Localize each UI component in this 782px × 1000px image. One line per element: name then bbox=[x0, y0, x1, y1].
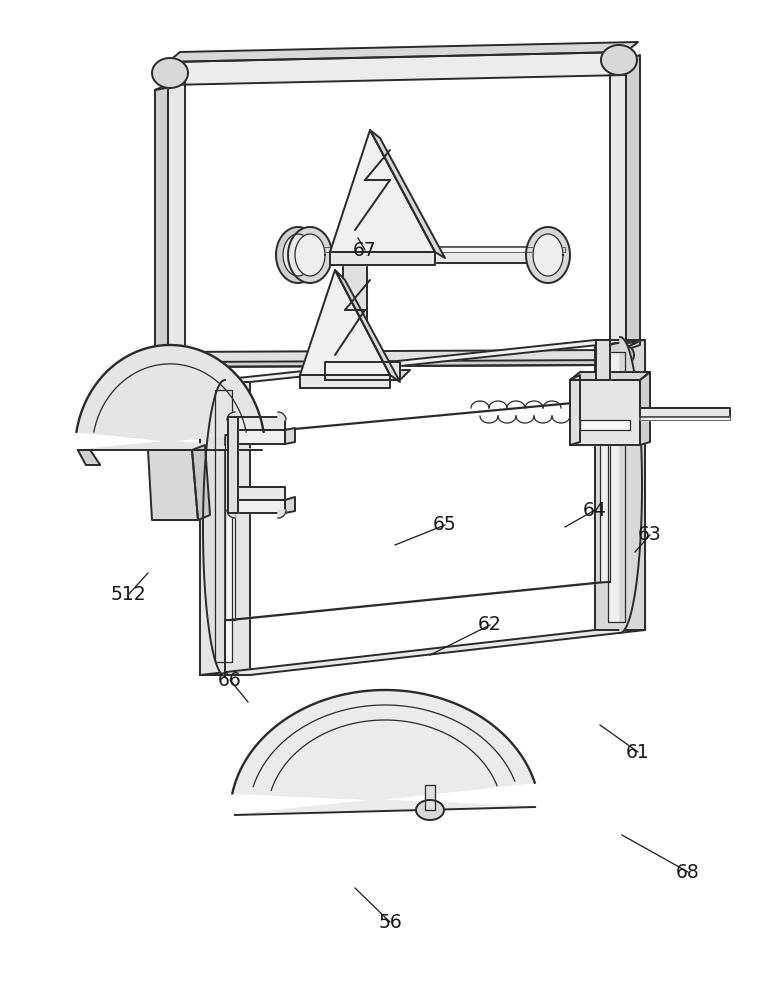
Polygon shape bbox=[225, 400, 610, 435]
Polygon shape bbox=[168, 42, 638, 62]
Polygon shape bbox=[152, 58, 188, 88]
Polygon shape bbox=[570, 380, 640, 445]
Polygon shape bbox=[232, 690, 536, 815]
Polygon shape bbox=[610, 60, 626, 352]
Polygon shape bbox=[225, 435, 235, 620]
Polygon shape bbox=[228, 417, 285, 430]
Polygon shape bbox=[640, 408, 730, 417]
Polygon shape bbox=[335, 270, 400, 382]
Polygon shape bbox=[295, 247, 565, 263]
Polygon shape bbox=[285, 497, 295, 513]
Polygon shape bbox=[168, 360, 622, 367]
Polygon shape bbox=[604, 343, 634, 367]
Text: 512: 512 bbox=[110, 585, 145, 604]
Polygon shape bbox=[168, 350, 610, 367]
Polygon shape bbox=[148, 450, 198, 520]
Polygon shape bbox=[227, 412, 235, 420]
Polygon shape bbox=[288, 227, 332, 283]
Polygon shape bbox=[596, 340, 610, 380]
Text: 64: 64 bbox=[583, 500, 607, 520]
Text: 67: 67 bbox=[353, 240, 377, 259]
Polygon shape bbox=[155, 348, 185, 372]
Polygon shape bbox=[283, 234, 313, 276]
Polygon shape bbox=[228, 487, 285, 500]
Polygon shape bbox=[200, 630, 645, 675]
Polygon shape bbox=[533, 234, 563, 276]
Polygon shape bbox=[77, 345, 264, 450]
Polygon shape bbox=[192, 445, 210, 520]
Polygon shape bbox=[570, 372, 650, 380]
Polygon shape bbox=[600, 400, 610, 582]
Polygon shape bbox=[228, 430, 285, 444]
Polygon shape bbox=[570, 375, 580, 445]
Polygon shape bbox=[155, 82, 185, 90]
Polygon shape bbox=[330, 130, 435, 252]
Polygon shape bbox=[640, 417, 730, 420]
Polygon shape bbox=[227, 510, 235, 518]
Polygon shape bbox=[325, 352, 335, 380]
Polygon shape bbox=[343, 265, 367, 352]
Polygon shape bbox=[300, 270, 390, 375]
Polygon shape bbox=[608, 352, 625, 622]
Text: 62: 62 bbox=[478, 615, 502, 635]
Text: 56: 56 bbox=[378, 912, 402, 932]
Polygon shape bbox=[215, 390, 232, 662]
Polygon shape bbox=[200, 340, 645, 382]
Polygon shape bbox=[168, 82, 185, 355]
Polygon shape bbox=[300, 375, 390, 388]
Polygon shape bbox=[325, 370, 410, 380]
Polygon shape bbox=[605, 342, 638, 350]
Polygon shape bbox=[203, 380, 225, 676]
Polygon shape bbox=[526, 227, 570, 283]
Polygon shape bbox=[278, 510, 286, 518]
Polygon shape bbox=[285, 428, 295, 444]
Text: 63: 63 bbox=[638, 526, 662, 544]
Polygon shape bbox=[228, 500, 285, 513]
Polygon shape bbox=[416, 800, 444, 820]
Polygon shape bbox=[276, 227, 320, 283]
Text: 66: 66 bbox=[218, 670, 242, 690]
Polygon shape bbox=[325, 362, 400, 380]
Polygon shape bbox=[225, 582, 610, 620]
Polygon shape bbox=[155, 85, 168, 360]
Polygon shape bbox=[626, 55, 640, 350]
Polygon shape bbox=[330, 252, 435, 265]
Polygon shape bbox=[228, 417, 238, 513]
Polygon shape bbox=[168, 52, 626, 85]
Polygon shape bbox=[200, 382, 250, 675]
Polygon shape bbox=[620, 337, 642, 633]
Polygon shape bbox=[295, 234, 325, 276]
Text: 65: 65 bbox=[433, 516, 457, 534]
Polygon shape bbox=[580, 420, 630, 430]
Polygon shape bbox=[640, 372, 650, 445]
Polygon shape bbox=[78, 450, 100, 465]
Polygon shape bbox=[278, 412, 286, 420]
Polygon shape bbox=[370, 130, 445, 258]
Polygon shape bbox=[425, 785, 435, 810]
Polygon shape bbox=[295, 247, 565, 252]
Polygon shape bbox=[601, 45, 637, 75]
Text: 61: 61 bbox=[626, 742, 650, 762]
Text: 68: 68 bbox=[676, 862, 700, 882]
Polygon shape bbox=[595, 340, 645, 630]
